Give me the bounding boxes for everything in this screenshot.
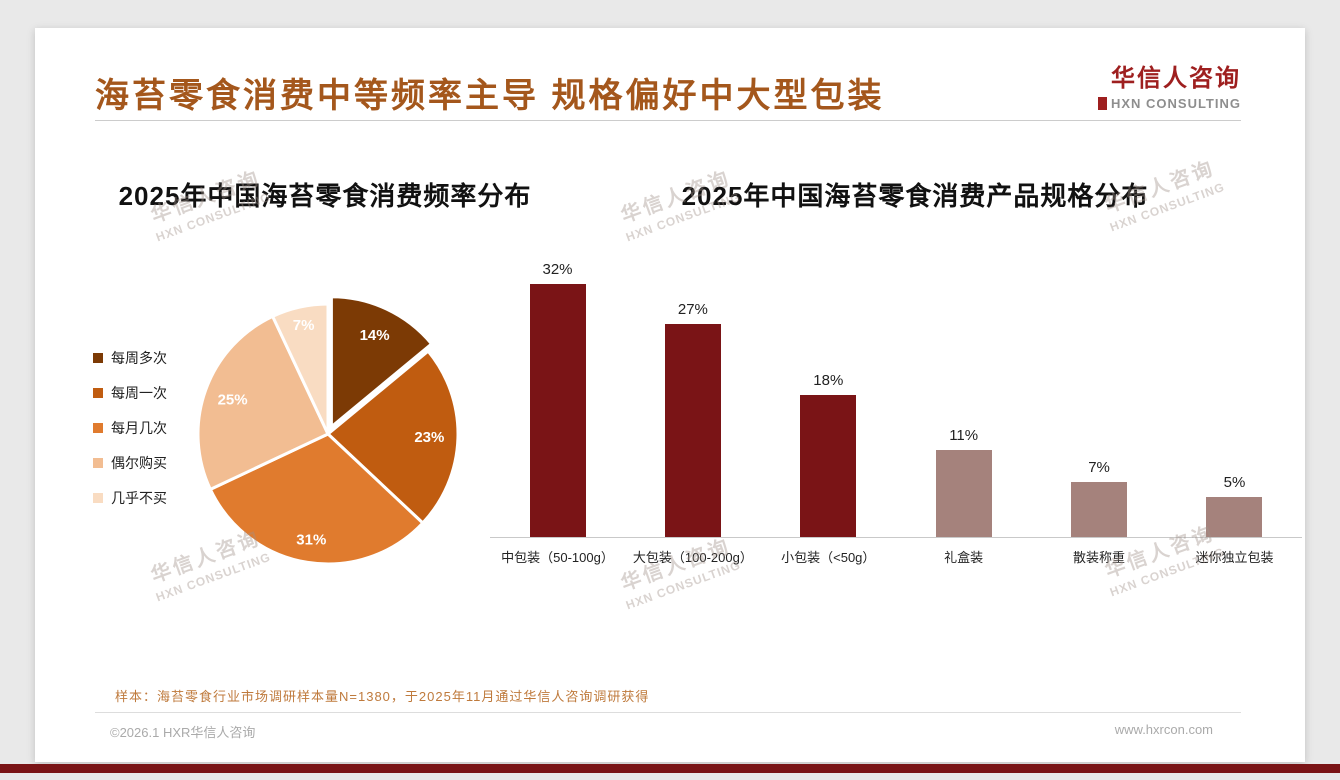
pie-slice-3: [196, 314, 330, 492]
legend-item-0: 每周多次: [93, 340, 167, 375]
legend-swatch-icon: [93, 387, 103, 398]
pie-slice-0: [329, 295, 434, 430]
pie-slice-value-label: 23%: [414, 429, 444, 446]
legend-item-1: 每周一次: [93, 375, 167, 410]
bar-group-3: 11%: [896, 427, 1031, 537]
legend-swatch-icon: [93, 352, 103, 363]
pie-legend: 每周多次每周一次每月几次偶尔购买几乎不买: [93, 340, 167, 515]
website-text: www.hxrcon.com: [1114, 722, 1213, 737]
pie-slice-value-label: 25%: [218, 392, 248, 409]
logo-english-name: HXN CONSULTING: [1110, 96, 1241, 111]
legend-item-label: 几乎不买: [111, 489, 167, 506]
logo-english-row: HXN CONSULTING: [1097, 96, 1241, 111]
bar-rect-1: [664, 324, 721, 537]
logo-chinese-name: 华信人咨询: [1111, 65, 1241, 92]
bar-category-label: 迷你独立包装: [1195, 550, 1274, 565]
bottom-accent-bar: [0, 764, 1340, 773]
pie-chart: 14% 23% 31% 25% 7%: [196, 295, 460, 566]
legend-item-label: 每月几次: [111, 419, 167, 436]
header-divider: [95, 120, 1241, 121]
bar-value-label: 18%: [813, 372, 844, 389]
bar-rect-4: [1071, 482, 1128, 537]
bar-rect-5: [1206, 497, 1263, 537]
legend-item-3: 偶尔购买: [93, 445, 167, 480]
bar-group-0: 32%: [490, 261, 625, 537]
footer-divider: [95, 712, 1241, 713]
bar-plot-area: 32% 27% 18% 11% 7% 5%: [490, 256, 1302, 538]
logo-mark-icon: [1097, 97, 1107, 110]
pie-slice-value-label: 14%: [360, 327, 390, 344]
bar-value-label: 32%: [542, 261, 573, 278]
bar-category-label: 大包装（100-200g）: [632, 550, 753, 565]
bar-category-label: 散装称重: [1073, 550, 1126, 565]
sample-footnote: 样本：海苔零食行业市场调研样本量N=1380，于2025年11月通过华信人咨询调…: [115, 689, 650, 704]
bar-value-label: 27%: [677, 301, 708, 318]
pie-slice-4: [270, 302, 330, 435]
bar-group-5: 5%: [1167, 474, 1302, 537]
copyright-text: ©2026.1 HXR华信人咨询: [110, 725, 256, 740]
legend-item-label: 每周一次: [111, 384, 167, 401]
bar-rect-3: [935, 450, 992, 537]
bar-category-axis: 中包装（50-100g） 大包装（100-200g） 小包装（<50g） 礼盒装 散装称…: [490, 547, 1302, 566]
bar-value-label: 5%: [1223, 474, 1246, 491]
legend-item-2: 每月几次: [93, 410, 167, 445]
legend-item-label: 每周多次: [111, 349, 167, 366]
bar-group-2: 18%: [761, 372, 896, 537]
bar-value-label: 7%: [1088, 459, 1110, 476]
bar-chart-title: 2025年中国海苔零食消费产品规格分布: [681, 181, 1149, 211]
bar-group-1: 27%: [625, 301, 760, 537]
bar-category-label: 中包装（50-100g）: [501, 550, 614, 565]
pie-slice-value-label: 7%: [293, 317, 315, 334]
bar-chart: 32% 27% 18% 11% 7% 5% 中包装（50-100g） 大包装（100-200…: [490, 256, 1302, 566]
bar-rect-0: [529, 284, 586, 537]
bar-category-label: 礼盒装: [944, 550, 984, 565]
legend-swatch-icon: [93, 457, 103, 468]
legend-swatch-icon: [93, 422, 103, 433]
page-title: 海苔零食消费中等频率主导 规格偏好中大型包装: [95, 77, 885, 115]
pie-slice-value-label: 31%: [296, 531, 326, 548]
legend-item-label: 偶尔购买: [111, 454, 167, 471]
pie-chart-title: 2025年中国海苔零食消费频率分布: [118, 181, 532, 211]
legend-swatch-icon: [93, 492, 103, 503]
bar-rect-2: [800, 395, 857, 537]
bar-category-label: 小包装（<50g）: [781, 550, 876, 565]
legend-item-4: 几乎不买: [93, 480, 167, 515]
bar-group-4: 7%: [1032, 459, 1167, 537]
slide-card: 海苔零食消费中等频率主导 规格偏好中大型包装 华信人咨询 HXN CONSULT…: [35, 28, 1305, 762]
pie-slice-1: [325, 349, 460, 526]
bar-value-label: 11%: [949, 427, 979, 444]
company-logo: 华信人咨询 HXN CONSULTING: [1097, 58, 1241, 111]
pie-slice-2: [208, 432, 425, 566]
